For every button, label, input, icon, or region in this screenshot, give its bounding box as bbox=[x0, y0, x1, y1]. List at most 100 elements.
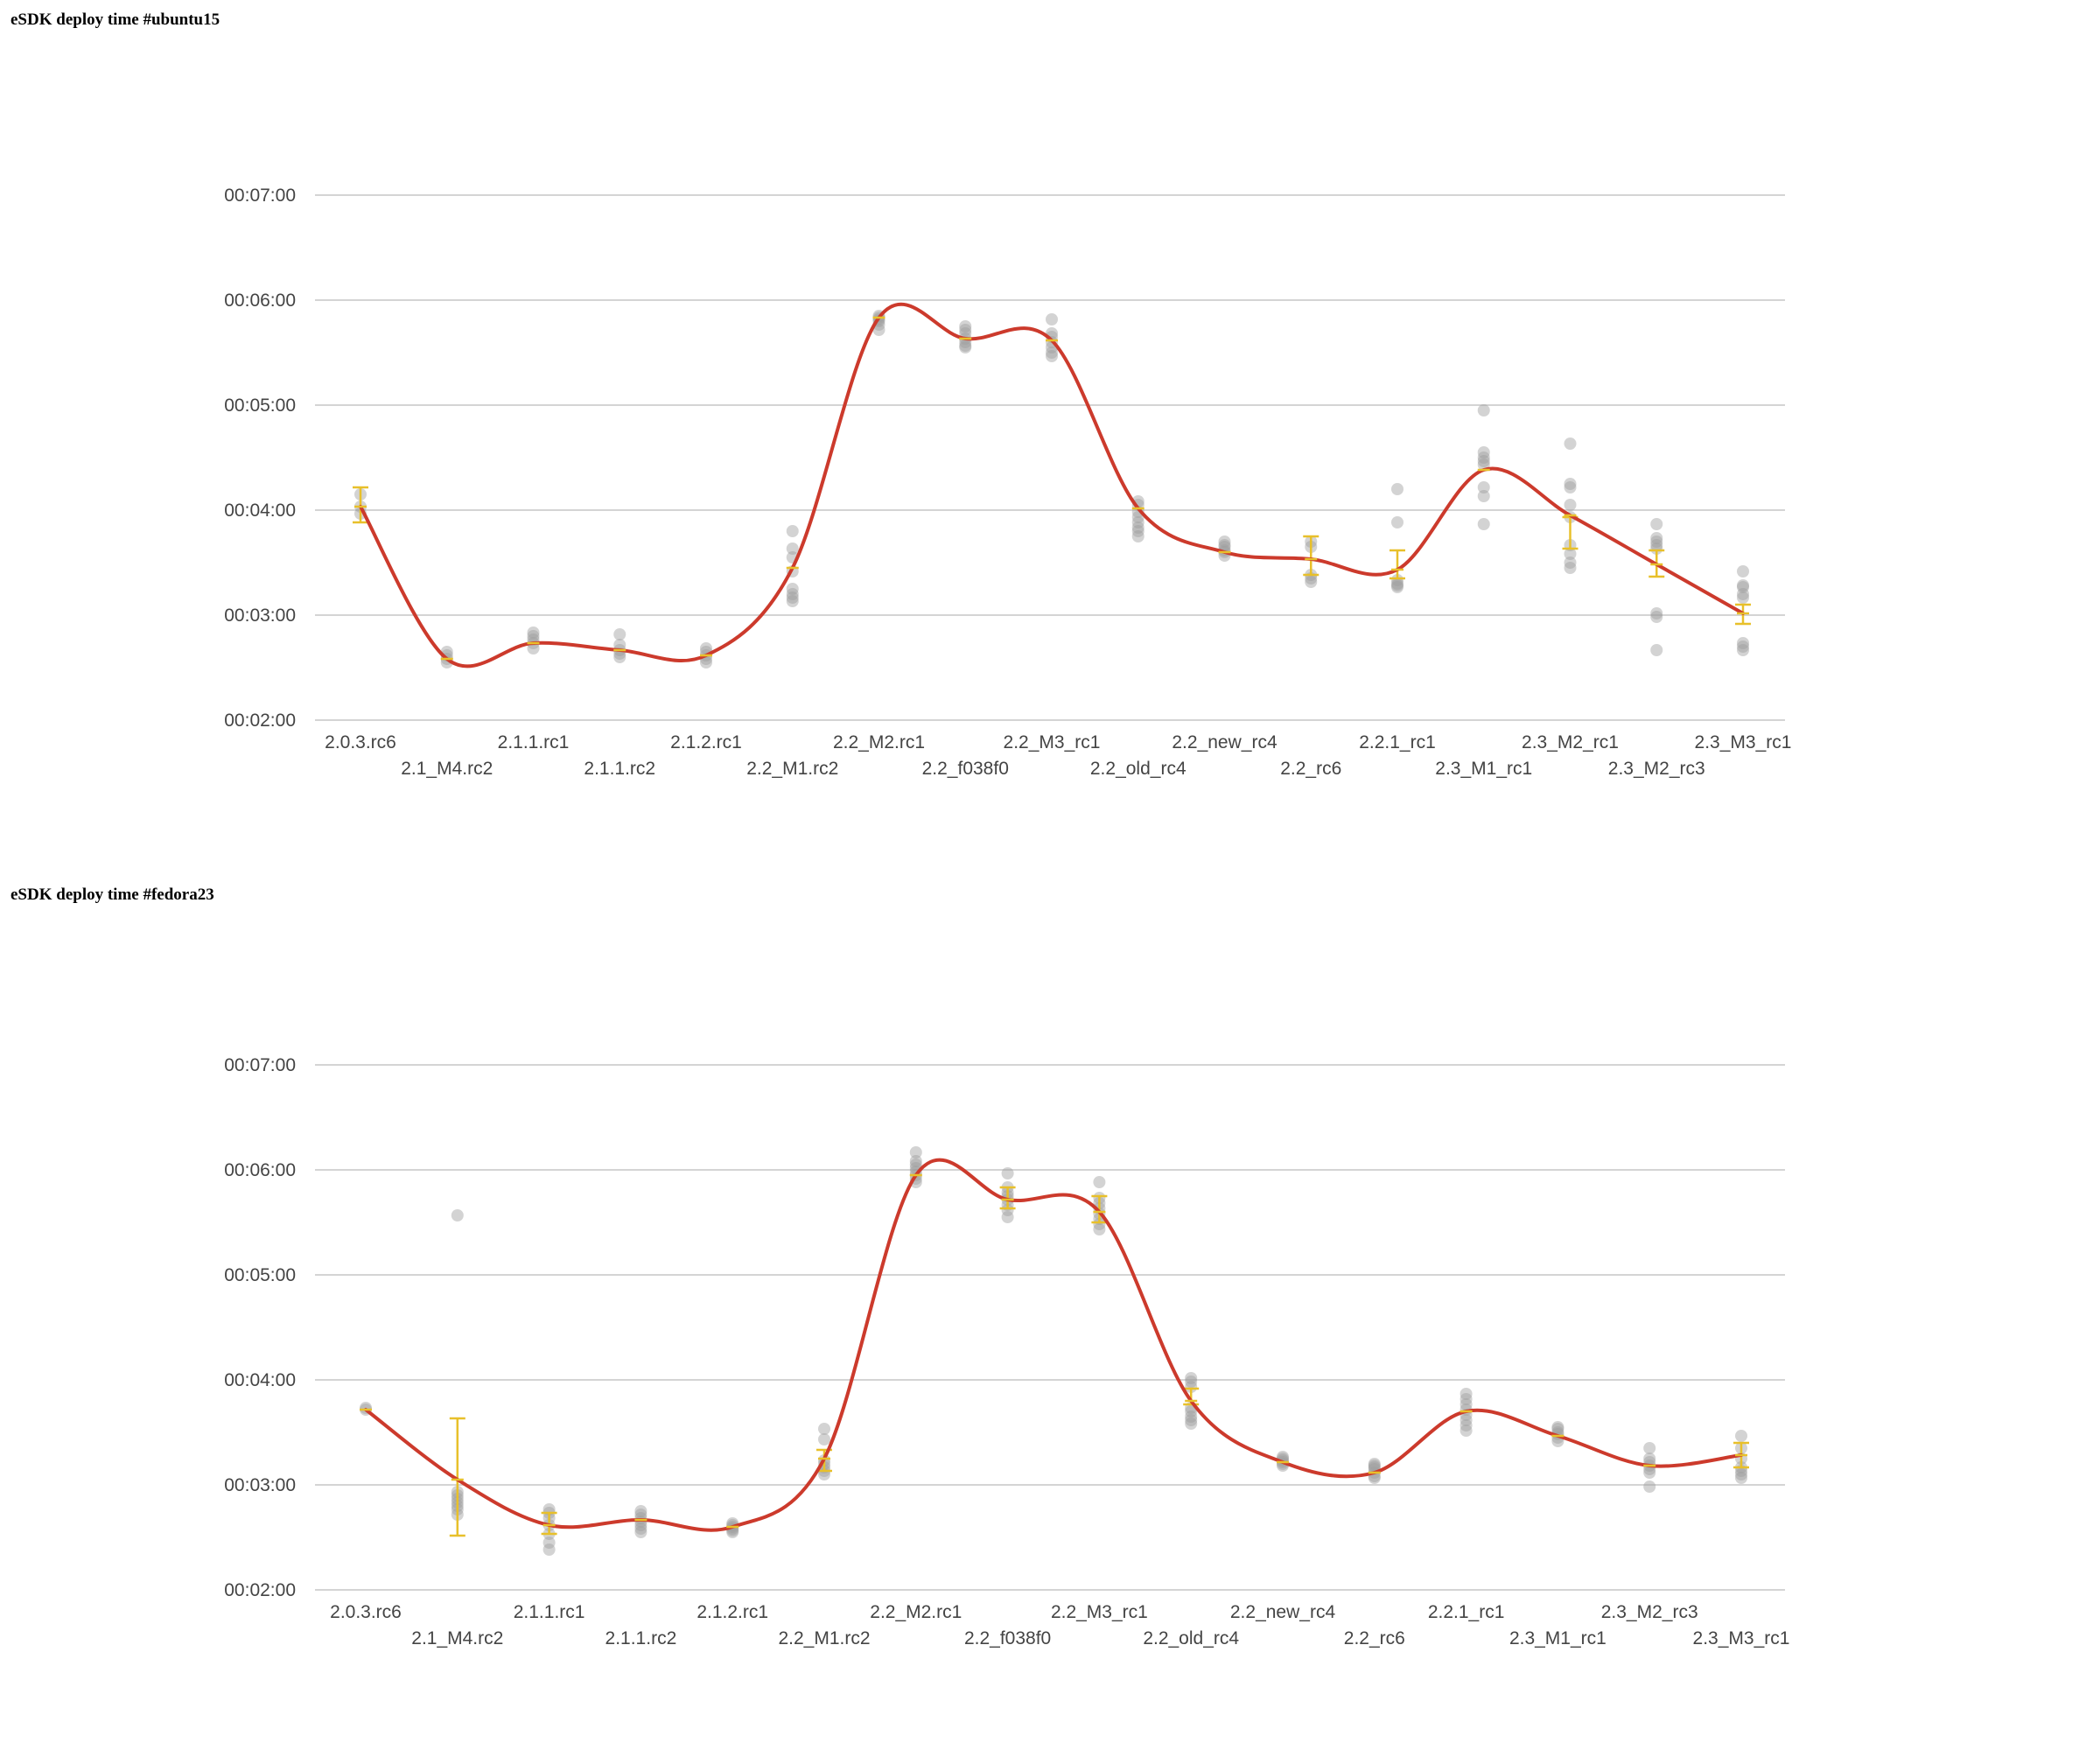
x-tick-label: 2.1.1.rc2 bbox=[584, 759, 655, 779]
sample-point bbox=[1046, 313, 1058, 326]
sample-point bbox=[451, 1209, 464, 1222]
x-tick-label: 2.3_M2_rc1 bbox=[1522, 732, 1619, 752]
sample-point bbox=[1391, 516, 1404, 528]
error-bar bbox=[1303, 535, 1320, 577]
sample-point bbox=[1185, 1405, 1198, 1418]
x-tick-label: 2.0.3.rc6 bbox=[325, 732, 396, 752]
sample-point bbox=[1368, 1458, 1381, 1470]
error-bar bbox=[449, 1417, 466, 1537]
x-tick-label: 2.3_M2_rc3 bbox=[1608, 759, 1705, 779]
sample-point bbox=[1551, 1421, 1564, 1433]
y-tick-label: 00:02:00 bbox=[224, 710, 296, 731]
sample-point bbox=[1564, 481, 1577, 494]
sample-point bbox=[786, 583, 799, 595]
sample-point bbox=[786, 595, 799, 607]
sample-point bbox=[1643, 1442, 1656, 1454]
sample-point bbox=[959, 341, 972, 354]
sample-point bbox=[527, 630, 540, 642]
y-tick-label: 00:07:00 bbox=[224, 1055, 296, 1075]
sample-point bbox=[1737, 565, 1749, 578]
sample-point bbox=[1564, 499, 1577, 511]
sample-point bbox=[527, 626, 540, 639]
sample-point bbox=[1305, 576, 1318, 588]
x-tick-label: 2.2_M2.rc1 bbox=[870, 1602, 962, 1622]
x-tick-label: 2.3_M3_rc1 bbox=[1695, 732, 1792, 752]
sample-point bbox=[1093, 1223, 1106, 1236]
sample-point bbox=[1650, 536, 1663, 548]
sample-point bbox=[1046, 346, 1058, 359]
sample-point bbox=[634, 1505, 648, 1517]
x-tick-label: 2.2_M3_rc1 bbox=[1051, 1602, 1148, 1622]
sample-point bbox=[1564, 562, 1577, 574]
sample-point bbox=[1650, 607, 1663, 620]
error-bar bbox=[353, 486, 368, 524]
x-tick-label: 2.2_M1.rc2 bbox=[778, 1628, 870, 1648]
mean-line bbox=[364, 1158, 1743, 1532]
sample-point bbox=[1001, 1204, 1014, 1216]
y-tick-label: 00:04:00 bbox=[224, 500, 296, 521]
sample-point bbox=[1131, 522, 1144, 534]
sample-point bbox=[1564, 556, 1577, 569]
sample-point bbox=[1477, 455, 1490, 467]
sample-point bbox=[1218, 536, 1231, 548]
sample-point bbox=[1131, 525, 1144, 537]
sample-point bbox=[1737, 579, 1749, 592]
sample-point bbox=[1643, 1480, 1656, 1493]
sample-point bbox=[700, 656, 712, 668]
sample-point bbox=[1046, 350, 1058, 362]
sample-point bbox=[1737, 592, 1749, 604]
chart-title: eSDK deploy time #fedora23 bbox=[10, 886, 214, 904]
sample-point bbox=[1564, 548, 1577, 560]
y-tick-label: 00:04:00 bbox=[224, 1370, 296, 1390]
sample-point bbox=[1391, 574, 1404, 586]
sample-point bbox=[786, 525, 799, 537]
sample-point bbox=[1185, 1414, 1198, 1426]
sample-point bbox=[1093, 1218, 1106, 1230]
x-tick-label: 2.2_new_rc4 bbox=[1172, 732, 1278, 752]
sample-point bbox=[1391, 581, 1404, 593]
sample-point bbox=[1185, 1372, 1198, 1384]
sample-point bbox=[634, 1522, 648, 1535]
x-tick-label: 2.2_old_rc4 bbox=[1090, 759, 1186, 779]
y-tick-label: 00:02:00 bbox=[224, 1580, 296, 1600]
sample-point bbox=[1735, 1430, 1747, 1442]
sample-point bbox=[613, 639, 626, 651]
sample-point bbox=[1564, 438, 1577, 450]
x-tick-label: 2.0.3.rc6 bbox=[330, 1602, 402, 1622]
sample-point bbox=[1643, 1466, 1656, 1479]
sample-point bbox=[1368, 1460, 1381, 1472]
sample-point bbox=[909, 1146, 922, 1158]
sample-point bbox=[1477, 404, 1490, 416]
sample-point bbox=[1735, 1468, 1747, 1480]
sample-point bbox=[1650, 644, 1663, 656]
sample-point bbox=[909, 1155, 922, 1167]
x-tick-label: 2.1.2.rc1 bbox=[696, 1602, 768, 1622]
sample-point bbox=[613, 628, 626, 640]
sample-point bbox=[1650, 518, 1663, 530]
sample-point bbox=[1737, 644, 1749, 656]
x-tick-label: 2.1.1.rc1 bbox=[498, 732, 570, 752]
sample-point bbox=[1737, 637, 1749, 649]
y-tick-label: 00:05:00 bbox=[224, 1265, 296, 1285]
x-tick-label: 2.1.1.rc1 bbox=[514, 1602, 585, 1622]
sample-point bbox=[1735, 1472, 1747, 1484]
sample-point bbox=[1185, 1376, 1198, 1388]
sample-point bbox=[634, 1508, 648, 1521]
sample-point bbox=[786, 588, 799, 600]
sample-point bbox=[1391, 483, 1404, 495]
sample-point bbox=[1093, 1176, 1106, 1188]
error-bar bbox=[1390, 549, 1405, 580]
error-bar bbox=[1091, 1194, 1108, 1224]
sample-point bbox=[542, 1544, 556, 1556]
chart-fedora23: eSDK deploy time #fedora23 00:02:00 00:03… bbox=[0, 875, 2100, 1750]
sample-point bbox=[1551, 1423, 1564, 1435]
chart-ubuntu15: eSDK deploy time #ubuntu15 00:02:00 00:03… bbox=[10, 10, 1792, 779]
sample-point bbox=[634, 1519, 648, 1531]
y-tick-label: 00:03:00 bbox=[224, 1475, 296, 1495]
sample-point bbox=[1218, 539, 1231, 551]
sample-point bbox=[1737, 588, 1749, 600]
sample-point bbox=[1185, 1381, 1198, 1393]
sample-point bbox=[1650, 539, 1663, 551]
sample-point bbox=[542, 1536, 556, 1549]
x-tick-label: 2.2_M3_rc1 bbox=[1004, 732, 1101, 752]
